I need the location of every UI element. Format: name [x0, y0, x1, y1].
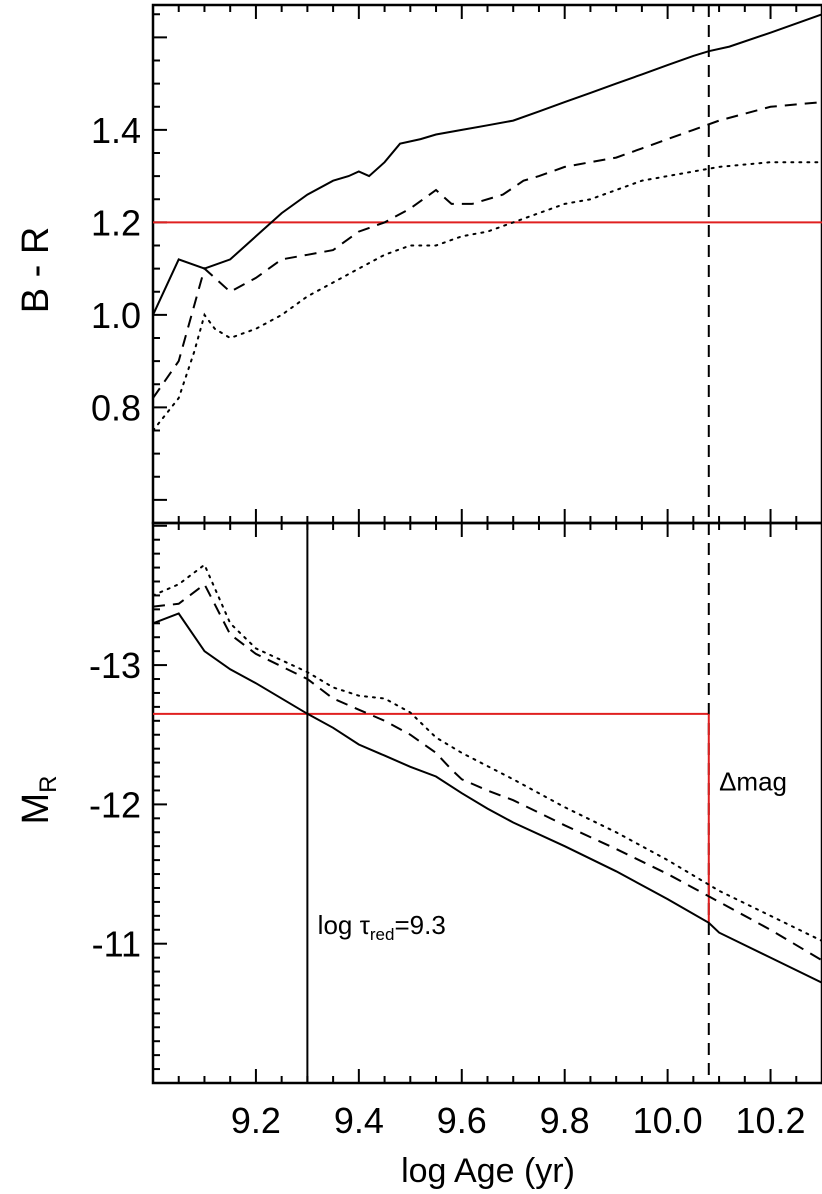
series-line-dotted	[152, 161, 822, 432]
annotation-tau-sub: red	[370, 925, 395, 944]
top-y-axis-label: B - R	[15, 227, 57, 314]
bottom-y-axis-label: MR	[15, 776, 62, 825]
y-tick-label: 1.2	[91, 202, 141, 243]
y-tick-label: -13	[89, 645, 141, 686]
top-panel-tick-labels: 0.8 1.0 1.2 1.4	[91, 110, 141, 429]
series-line-dotted	[152, 563, 822, 942]
x-tick-label: 10.2	[735, 1100, 805, 1141]
y-tick-label: -11	[92, 924, 141, 965]
x-tick-label: 9.2	[231, 1100, 281, 1141]
x-tick-label: 9.6	[437, 1100, 487, 1141]
bottom-panel-ticks	[152, 523, 822, 1084]
annotation-tau-tail: =9.3	[394, 910, 445, 940]
annotation-delta-mag: Δmag	[719, 766, 787, 796]
y-tick-label: 1.4	[91, 110, 141, 151]
series-line-dashed	[152, 101, 822, 399]
bottom-panel-reference-lines	[153, 523, 710, 1083]
series-line-solid	[152, 13, 822, 316]
top-panel-reference-lines	[153, 5, 822, 523]
y-tick-label: -12	[89, 784, 141, 825]
y-tick-label: 0.8	[91, 387, 141, 428]
x-tick-label: 10.0	[633, 1100, 703, 1141]
top-panel-frame	[151, 3, 822, 525]
top-panel-ticks	[152, 5, 822, 524]
x-tick-label: 9.8	[540, 1100, 590, 1141]
x-axis-label: log Age (yr)	[401, 1152, 575, 1190]
x-tick-label: 9.4	[334, 1100, 384, 1141]
bottom-y-axis-label-sub: R	[35, 776, 62, 793]
y-tick-label: 1.0	[91, 295, 141, 336]
bottom-panel-annotations: log τred=9.3 Δmag	[318, 766, 787, 943]
series-line-solid	[152, 612, 822, 984]
bottom-panel-magnitude: -13 -12 -11 9.2 9.4 9.6 9.8 10.0 10.2 MR log Age…	[15, 521, 822, 1190]
annotation-log-tau-red: log τred=9.3	[318, 910, 446, 944]
bottom-panel-tick-labels: -13 -12 -11 9.2 9.4 9.6 9.8 10.0 10.2	[89, 645, 806, 1141]
bottom-panel-frame	[151, 521, 822, 1085]
bottom-y-axis-label-main: M	[15, 793, 57, 825]
bottom-panel-series	[152, 563, 822, 984]
annotation-tau-main: log τ	[318, 910, 371, 940]
top-panel-bv-color: 0.8 1.0 1.2 1.4 B - R	[15, 3, 822, 525]
series-line-dashed	[152, 582, 822, 962]
top-panel-series	[152, 13, 822, 432]
